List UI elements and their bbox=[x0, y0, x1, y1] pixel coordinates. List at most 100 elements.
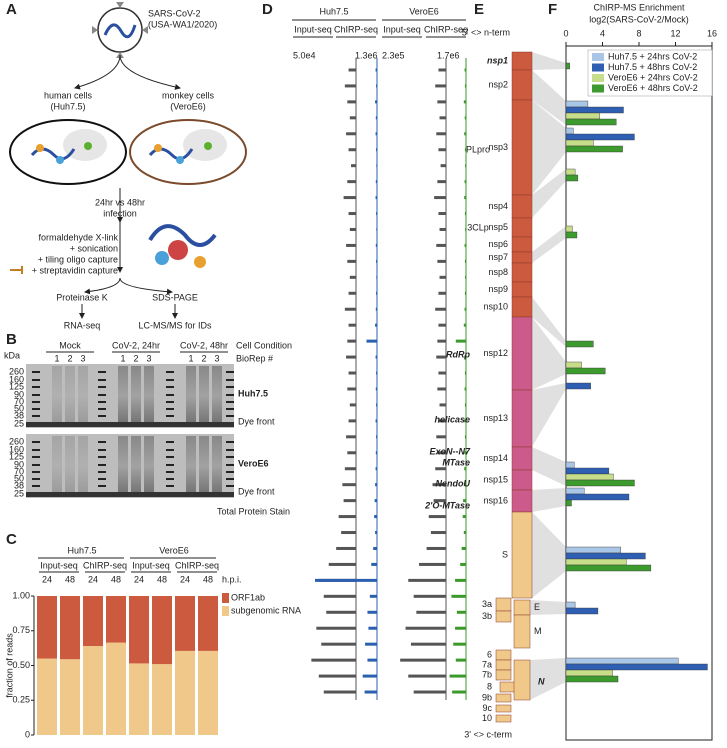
gel-unit: kDa bbox=[4, 350, 20, 360]
coverage-bar bbox=[367, 658, 377, 662]
genome-segment bbox=[511, 511, 533, 599]
gel-lane bbox=[118, 436, 128, 496]
assay-label: Input-seq bbox=[132, 560, 170, 570]
dye-front-label: Dye front bbox=[238, 486, 275, 496]
coverage-bar bbox=[376, 275, 377, 279]
coverage-bar bbox=[362, 674, 377, 678]
x-tick-label: 48 bbox=[203, 574, 213, 584]
coverage-bar bbox=[439, 403, 446, 407]
panel-label: C bbox=[6, 531, 17, 548]
segment-label: nsp1 bbox=[487, 55, 508, 65]
schematic-step: + streptavidin capture bbox=[32, 265, 118, 275]
coverage-bar bbox=[348, 323, 356, 327]
coverage-bar bbox=[323, 594, 356, 598]
gel-lane bbox=[65, 436, 75, 496]
coverage-bar bbox=[464, 148, 466, 152]
gel-stain: Total Protein Stain bbox=[217, 506, 290, 516]
segment-label: nsp4 bbox=[488, 201, 508, 211]
enrichment-bar bbox=[565, 340, 594, 348]
wedge bbox=[532, 512, 566, 598]
coverage-bar bbox=[464, 68, 466, 72]
schematic-text: (VeroE6) bbox=[170, 101, 206, 111]
wedge bbox=[532, 297, 566, 347]
coverage-bar bbox=[464, 291, 466, 295]
rep-label: BioRep # bbox=[236, 353, 273, 363]
wedge bbox=[530, 658, 566, 700]
five-prime: 5' <> n-term bbox=[462, 27, 510, 37]
x-tick-label: 48 bbox=[157, 574, 167, 584]
enrichment-bar bbox=[565, 564, 652, 572]
bar-segment bbox=[129, 596, 149, 664]
coverage-bar bbox=[375, 132, 377, 136]
enrichment-bar bbox=[565, 168, 576, 176]
bar-segment bbox=[60, 659, 80, 735]
ladder-band bbox=[32, 478, 40, 480]
coverage-bar bbox=[435, 467, 446, 471]
segment-label: nsp12 bbox=[483, 348, 508, 358]
ladder-band bbox=[166, 471, 174, 473]
bar-segment bbox=[83, 646, 103, 735]
coverage-bar bbox=[449, 674, 466, 678]
coverage-bar bbox=[374, 515, 377, 519]
coverage-bar bbox=[343, 196, 356, 200]
domain-label: 2'O-MTase bbox=[424, 500, 470, 510]
ladder-label: 70 bbox=[14, 396, 24, 406]
enrichment-bar bbox=[565, 601, 576, 609]
coverage-bar bbox=[375, 419, 377, 423]
ladder-band bbox=[32, 441, 40, 443]
bar-segment bbox=[198, 596, 218, 651]
assay-label: ChIRP-seq bbox=[175, 560, 219, 570]
ladder-band bbox=[32, 386, 40, 388]
coverage-bar bbox=[462, 515, 466, 519]
ladder-band bbox=[226, 401, 234, 403]
coverage-bar bbox=[455, 626, 466, 630]
coverage-bar bbox=[376, 371, 377, 375]
ladder-band bbox=[226, 478, 234, 480]
bar-segment bbox=[60, 596, 80, 660]
coverage-bar bbox=[375, 196, 377, 200]
coverage-bar bbox=[436, 132, 446, 136]
gel-rep: 1 bbox=[188, 353, 193, 363]
bar-segment bbox=[198, 650, 218, 735]
ladder-band bbox=[98, 401, 106, 403]
genome-segment bbox=[495, 659, 512, 671]
enrichment-bar bbox=[565, 663, 708, 671]
enrichment-bar bbox=[565, 675, 619, 683]
ladder-band bbox=[166, 408, 174, 410]
wedge bbox=[532, 100, 566, 195]
coverage-bar bbox=[346, 355, 356, 359]
segment-label: 7b bbox=[482, 669, 492, 679]
panel-label: E bbox=[474, 1, 484, 18]
ladder-band bbox=[226, 485, 234, 487]
schematic-text: (Huh7.5) bbox=[50, 101, 85, 111]
group-label: Huh7.5 bbox=[67, 545, 96, 555]
schematic-text: monkey cells bbox=[162, 90, 215, 100]
ladder-band bbox=[32, 401, 40, 403]
three-prime: 3' <> c-term bbox=[464, 729, 512, 739]
track-scale: 1.7e6 bbox=[437, 50, 460, 60]
enrichment-bar bbox=[565, 558, 627, 566]
x-tick-label: 48 bbox=[111, 574, 121, 584]
legend-box bbox=[587, 49, 713, 97]
enrichment-bar bbox=[565, 127, 574, 135]
coverage-bar bbox=[428, 515, 446, 519]
gel-cell-line: VeroE6 bbox=[238, 458, 269, 468]
ladder-label: 260 bbox=[9, 436, 24, 446]
coverage-bar bbox=[371, 562, 377, 566]
genome-segment bbox=[511, 316, 533, 391]
coverage-bar bbox=[437, 180, 446, 184]
schematic-step: + sonication bbox=[70, 243, 118, 253]
x-tick-label: 12 bbox=[670, 28, 680, 38]
coverage-bar bbox=[344, 467, 356, 471]
coverage-bar bbox=[463, 100, 466, 104]
ladder-label: 38 bbox=[14, 410, 24, 420]
y-tick-label: 0.50 bbox=[12, 660, 30, 670]
coverage-bar bbox=[464, 307, 466, 311]
segment-label: nsp8 bbox=[488, 267, 508, 277]
wedge bbox=[530, 600, 566, 615]
enrichment-bar bbox=[565, 106, 624, 114]
group-label: VeroE6 bbox=[409, 6, 439, 16]
coverage-bar bbox=[464, 419, 466, 423]
ladder-band bbox=[98, 456, 106, 458]
coverage-bar bbox=[376, 84, 377, 88]
